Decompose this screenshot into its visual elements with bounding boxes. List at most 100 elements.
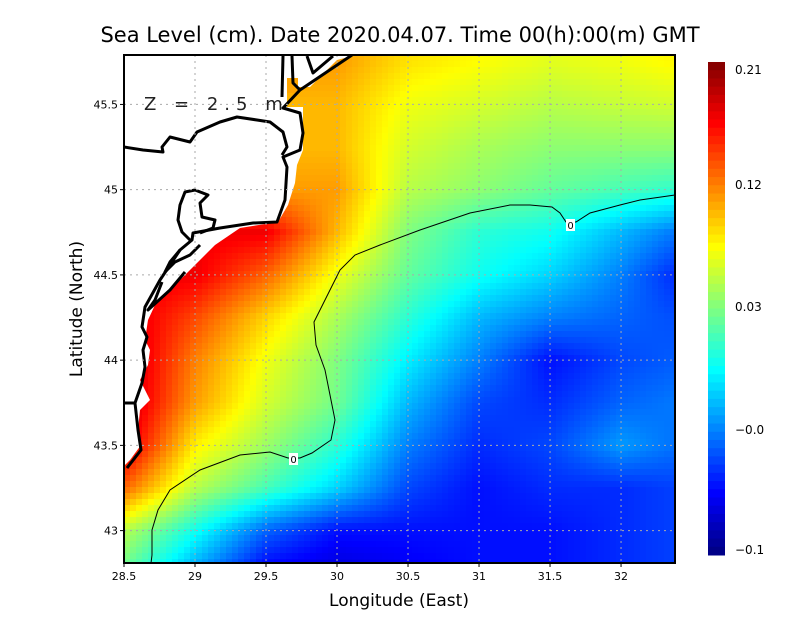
heatmap-cell — [406, 223, 413, 230]
heatmap-cell — [454, 259, 461, 266]
heatmap-cell — [358, 211, 365, 218]
heatmap-cell — [550, 73, 557, 80]
heatmap-cell — [628, 367, 635, 374]
heatmap-cell — [310, 229, 317, 236]
heatmap-cell — [496, 121, 503, 128]
heatmap-cell — [394, 319, 401, 326]
heatmap-cell — [424, 145, 431, 152]
heatmap-cell — [664, 211, 671, 218]
heatmap-cell — [388, 115, 395, 122]
heatmap-cell — [580, 301, 587, 308]
heatmap-cell — [646, 133, 653, 140]
heatmap-cell — [670, 295, 675, 302]
heatmap-cell — [412, 115, 419, 122]
heatmap-cell — [592, 73, 599, 80]
heatmap-cell — [268, 235, 275, 242]
heatmap-cell — [346, 139, 353, 146]
heatmap-cell — [238, 247, 245, 254]
heatmap-cell — [532, 181, 539, 188]
heatmap-cell — [502, 253, 509, 260]
heatmap-cell — [610, 61, 617, 68]
heatmap-cell — [304, 307, 311, 314]
heatmap-cell — [304, 109, 311, 116]
heatmap-cell — [478, 187, 485, 194]
heatmap-cell — [160, 355, 167, 362]
heatmap-cell — [490, 175, 497, 182]
heatmap-cell — [514, 91, 521, 98]
heatmap-cell — [382, 79, 389, 86]
heatmap-cell — [268, 265, 275, 272]
heatmap-cell — [244, 301, 251, 308]
heatmap-cell — [664, 97, 671, 104]
heatmap-cell — [568, 169, 575, 176]
heatmap-cell — [286, 379, 293, 386]
heatmap-cell — [256, 259, 263, 266]
heatmap-cell — [160, 367, 167, 374]
heatmap-cell — [418, 181, 425, 188]
heatmap-cell — [496, 235, 503, 242]
heatmap-cell — [304, 181, 311, 188]
heatmap-cell — [466, 313, 473, 320]
heatmap-cell — [562, 91, 569, 98]
heatmap-cell — [292, 187, 299, 194]
heatmap-cell — [388, 325, 395, 332]
heatmap-cell — [514, 181, 521, 188]
heatmap-cell — [610, 367, 617, 374]
heatmap-cell — [466, 355, 473, 362]
heatmap-cell — [646, 367, 653, 374]
heatmap-cell — [622, 67, 629, 74]
heatmap-cell — [352, 367, 359, 374]
heatmap-cell — [580, 79, 587, 86]
heatmap-cell — [316, 301, 323, 308]
heatmap-cell — [532, 205, 539, 212]
heatmap-cell — [460, 193, 467, 200]
heatmap-cell — [670, 133, 675, 140]
heatmap-cell — [472, 67, 479, 74]
heatmap-cell — [268, 331, 275, 338]
heatmap-cell — [514, 211, 521, 218]
heatmap-cell — [664, 289, 671, 296]
heatmap-cell — [544, 115, 551, 122]
heatmap-cell — [466, 67, 473, 74]
heatmap-cell — [166, 307, 173, 314]
heatmap-cell — [376, 343, 383, 350]
heatmap-cell — [394, 91, 401, 98]
heatmap-cell — [256, 283, 263, 290]
heatmap-cell — [322, 199, 329, 206]
heatmap-cell — [628, 73, 635, 80]
heatmap-cell — [610, 121, 617, 128]
heatmap-cell — [262, 289, 269, 296]
heatmap-cell — [448, 73, 455, 80]
heatmap-cell — [460, 283, 467, 290]
heatmap-cell — [622, 193, 629, 200]
heatmap-cell — [352, 355, 359, 362]
heatmap-cell — [514, 199, 521, 206]
heatmap-cell — [208, 367, 215, 374]
heatmap-cell — [454, 325, 461, 332]
heatmap-cell — [334, 103, 341, 110]
heatmap-cell — [634, 61, 641, 68]
heatmap-cell — [394, 73, 401, 80]
heatmap-cell — [634, 175, 641, 182]
heatmap-cell — [502, 73, 509, 80]
heatmap-cell — [364, 235, 371, 242]
heatmap-cell — [370, 343, 377, 350]
heatmap-cell — [532, 115, 539, 122]
heatmap-cell — [586, 103, 593, 110]
heatmap-cell — [382, 175, 389, 182]
heatmap-cell — [514, 109, 521, 116]
heatmap-cell — [370, 199, 377, 206]
heatmap-cell — [448, 115, 455, 122]
heatmap-cell — [598, 325, 605, 332]
heatmap-cell — [394, 337, 401, 344]
heatmap-cell — [526, 313, 533, 320]
heatmap-cell — [382, 265, 389, 272]
heatmap-cell — [514, 373, 521, 380]
heatmap-cell — [670, 163, 675, 170]
heatmap-cell — [490, 325, 497, 332]
heatmap-cell — [526, 343, 533, 350]
heatmap-cell — [214, 241, 221, 248]
heatmap-cell — [628, 151, 635, 158]
heatmap-cell — [310, 367, 317, 374]
heatmap-cell — [562, 181, 569, 188]
